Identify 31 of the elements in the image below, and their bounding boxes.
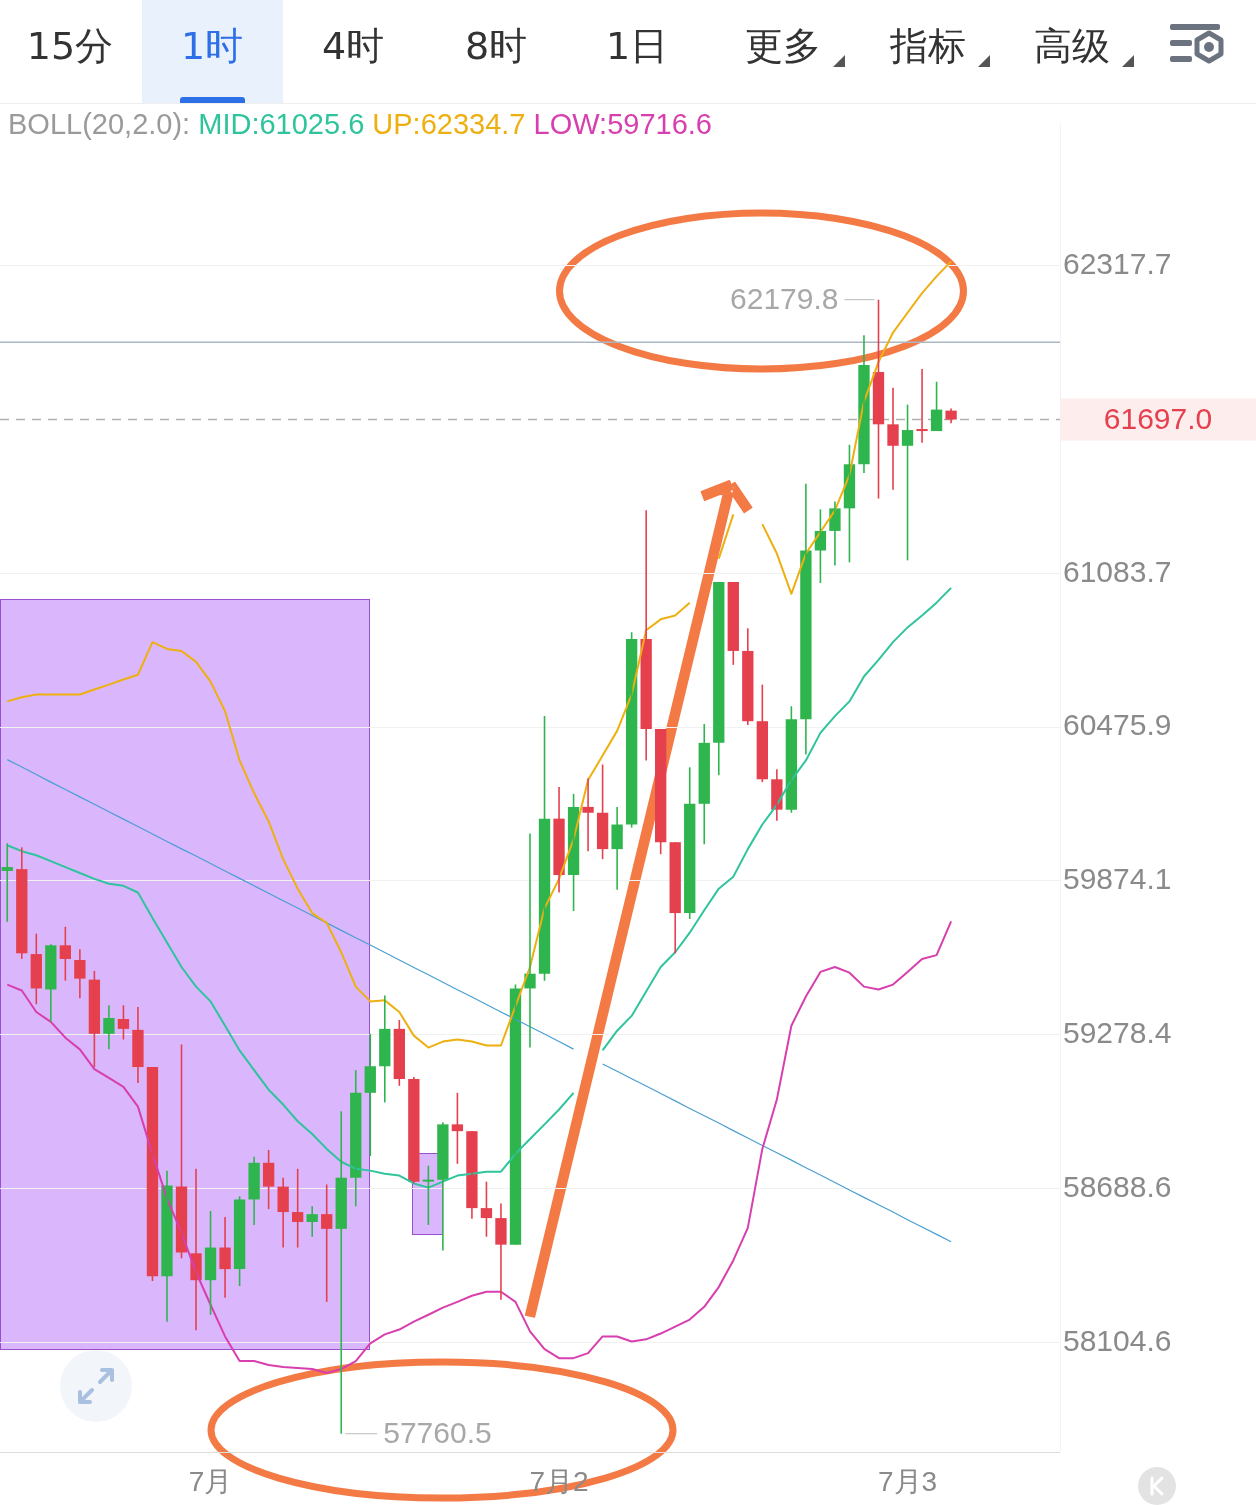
text: LOW:59716.6	[533, 108, 712, 140]
x-tick-label: 7月	[188, 1465, 233, 1497]
ref-line-label: 61697.0	[1103, 401, 1213, 435]
candlestick	[582, 777, 594, 852]
y-tick-label: 59278.4	[1062, 1015, 1172, 1049]
annotation: 62179.8	[730, 281, 839, 315]
text: 1日	[604, 23, 670, 70]
text: 高级	[1033, 23, 1111, 70]
legend-title: BOLL(20,2.0):	[8, 108, 192, 140]
text: 15分	[25, 23, 115, 70]
candlestick	[495, 1202, 507, 1301]
candlestick	[74, 948, 86, 1000]
x-tick-label: 7月3	[877, 1465, 938, 1497]
candlestick	[59, 925, 72, 982]
text: 指标	[889, 23, 967, 70]
text: 8时	[463, 23, 529, 70]
text: 4时	[320, 23, 386, 70]
candlestick	[451, 1092, 464, 1165]
y-tick-label: 61083.7	[1062, 554, 1172, 588]
y-tick-label: 62317.7	[1062, 246, 1172, 280]
y-tick-label: 60475.9	[1062, 708, 1172, 742]
text: UP:62334.7	[372, 108, 527, 140]
text: 更多	[744, 23, 822, 70]
text: 1时	[141, 0, 283, 103]
y-tick-label: 59874.1	[1062, 862, 1172, 896]
annotation: 57760.5	[383, 1416, 492, 1450]
y-tick-label: 58688.6	[1062, 1169, 1172, 1203]
candlestick	[901, 403, 914, 562]
y-tick-label: 58104.6	[1062, 1323, 1172, 1357]
candlestick	[887, 386, 899, 491]
text: MID:61025.6	[198, 108, 366, 140]
